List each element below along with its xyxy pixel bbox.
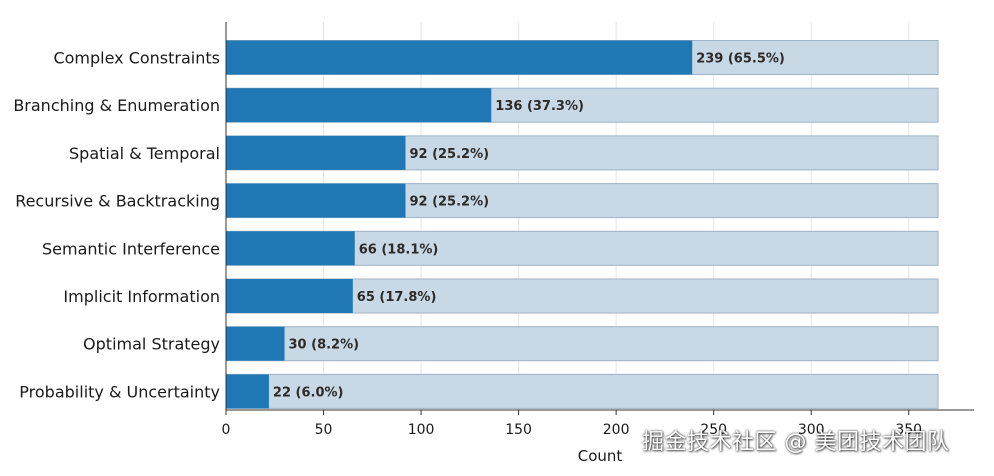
bar-5 [226, 279, 353, 313]
x-tick-label-0: 0 [222, 422, 231, 438]
category-label-0: Complex Constraints [53, 49, 220, 68]
bar-6 [226, 326, 285, 361]
data-label-3: 92 (25.2%) [409, 195, 489, 210]
category-label-7: Probability & Uncertainty [19, 382, 220, 401]
watermark: 掘金技术社区 @ 美团技术团队 [642, 430, 950, 455]
bar-3 [226, 183, 406, 218]
category-label-4: Semantic Interference [42, 239, 220, 258]
x-tick-label-7: 350 [895, 422, 922, 438]
data-label-0: 239 (65.5%) [696, 52, 785, 67]
data-label-6: 30 (8.2%) [289, 338, 360, 353]
data-label-2: 92 (25.2%) [409, 147, 489, 162]
data-label-7: 22 (6.0%) [273, 385, 344, 400]
background-bar-7 [225, 373, 939, 409]
x-tick-label-6: 300 [798, 422, 825, 438]
bar-0 [226, 40, 693, 75]
data-label-1: 136 (37.3%) [495, 99, 584, 114]
category-label-1: Branching & Enumeration [13, 96, 220, 115]
bar-7 [226, 374, 269, 409]
data-label-5: 65 (17.8%) [357, 290, 437, 305]
x-tick-label-1: 50 [315, 422, 333, 438]
background-bar-6 [225, 326, 939, 362]
data-label-4: 66 (18.1%) [359, 242, 439, 257]
bar-2 [226, 135, 406, 170]
category-label-6: Optimal Strategy [83, 335, 220, 354]
x-tick-label-2: 100 [408, 422, 435, 438]
category-label-5: Implicit Information [63, 287, 220, 306]
category-label-3: Recursive & Backtracking [15, 192, 220, 211]
x-tick-label-3: 150 [505, 422, 532, 438]
category-label-2: Spatial & Temporal [69, 144, 220, 163]
bar-1 [226, 88, 492, 123]
x-tick-label-4: 200 [603, 422, 630, 438]
x-tick-label-5: 250 [700, 422, 727, 438]
x-axis-title: Count [578, 447, 623, 465]
bar-4 [226, 231, 355, 266]
